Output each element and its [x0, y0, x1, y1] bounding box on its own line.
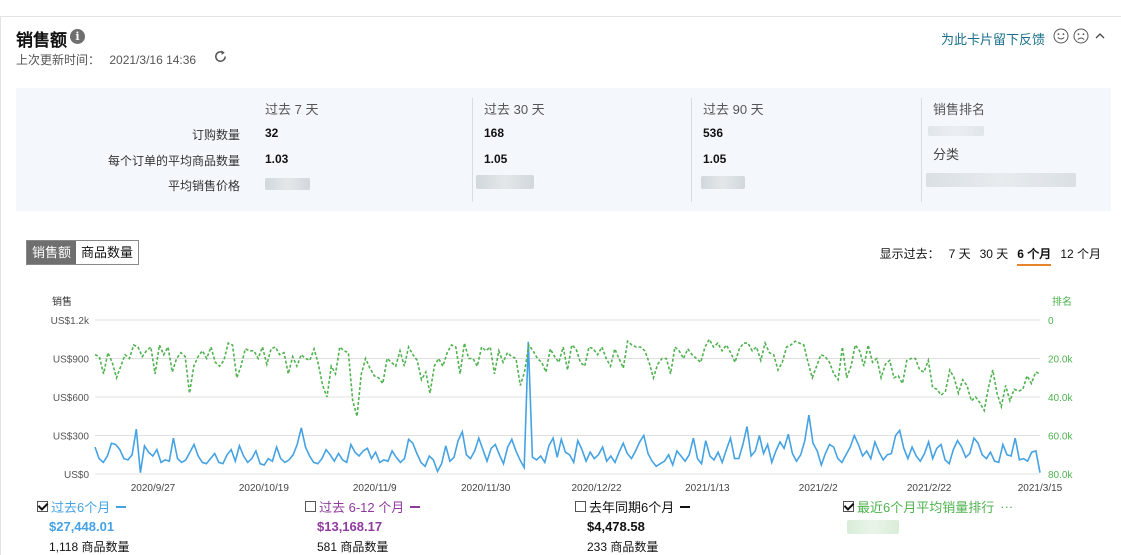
divider [691, 98, 692, 202]
row-label-orders: 订购数量 [191, 128, 240, 142]
smile-icon[interactable] [1053, 28, 1069, 44]
x-tick-label: 2021/1/13 [685, 483, 730, 494]
card-frame [0, 16, 1121, 555]
legend-swatch: ··· [1000, 499, 1014, 514]
blurred-rank-value [847, 520, 899, 534]
legend-count: 581 商品数量 [317, 540, 389, 554]
divider [472, 98, 473, 202]
legend-amount: $4,478.58 [587, 519, 645, 534]
legend-swatch [410, 505, 421, 508]
avg-items-7d: 1.03 [265, 152, 289, 166]
blurred-price-90d [701, 176, 745, 189]
x-tick-label: 2021/2/22 [907, 483, 952, 494]
y-tick-label: US$0 [64, 470, 89, 481]
refresh-icon[interactable] [213, 49, 228, 64]
col-head-rank: 销售排名 [933, 102, 986, 117]
y2-axis-title: 排名 [1052, 295, 1072, 308]
legend-label: 去年同期6个月 [589, 500, 675, 515]
series-line-sales [94, 341, 1041, 474]
legend-item-rank: 最近6个月平均销量排行 ··· [843, 497, 1014, 534]
tab-sales[interactable]: 销售额 [27, 241, 77, 264]
feedback-link[interactable]: 为此卡片留下反馈 [940, 32, 1045, 47]
x-tick-label: 2020/11/30 [461, 483, 511, 494]
sales-chart: US$1.2k 0 US$900 20.0k US$600 40.0k US$300 60.0… [51, 295, 1074, 494]
x-tick-label: 2021/3/15 [1018, 483, 1063, 494]
legend-swatch [116, 505, 127, 508]
series-line-rank [94, 337, 1041, 417]
range-6m[interactable]: 6 个月 [1017, 245, 1052, 266]
tab-units[interactable]: 商品数量 [81, 245, 134, 260]
range-selector: 显示过去： 7 天 30 天 6 个月 12 个月 [880, 245, 1101, 266]
checkbox[interactable] [575, 501, 586, 512]
x-tick-label: 2020/12/22 [571, 483, 621, 494]
orders-30d: 168 [484, 126, 505, 140]
y2-tick-label: 60.0k [1048, 432, 1073, 443]
legend-swatch [680, 505, 691, 508]
x-tick-label: 2020/10/19 [239, 483, 289, 494]
legend-amount: $27,448.01 [49, 519, 115, 534]
legend-item-last-year: 去年同期6个月 $4,478.58 233 商品数量 [575, 497, 691, 555]
legend-item-prev: 过去 6-12 个月 $13,168.17 581 商品数量 [305, 497, 421, 555]
avg-items-90d: 1.05 [703, 152, 727, 166]
y-tick-label: US$1.2k [51, 316, 90, 327]
col-head-7d: 过去 7 天 [265, 102, 319, 117]
blurred-price-7d [265, 178, 310, 190]
metric-tabs: 销售额 商品数量 [26, 240, 140, 265]
avg-items-30d: 1.05 [484, 152, 508, 166]
row-label-avg-items: 每个订单的平均商品数量 [107, 154, 240, 168]
chevron-up-icon[interactable] [1094, 30, 1106, 42]
row-label-avg-price: 平均销售价格 [167, 179, 240, 193]
info-icon[interactable]: i [70, 29, 85, 44]
y-axis-title: 销售 [52, 295, 72, 308]
blurred-price-30d [476, 175, 534, 189]
checkbox[interactable] [37, 501, 48, 512]
y2-tick-label: 20.0k [1048, 355, 1073, 366]
range-7d[interactable]: 7 天 [948, 247, 971, 261]
x-tick-label: 2021/2/2 [799, 483, 838, 494]
y2-tick-label: 40.0k [1048, 393, 1073, 404]
last-updated-label: 上次更新时间： [16, 53, 101, 67]
legend-label: 过去 6-12 个月 [319, 500, 405, 515]
x-tick-label: 2020/9/27 [131, 483, 176, 494]
range-label: 显示过去： [879, 247, 940, 261]
col-head-90d: 过去 90 天 [703, 102, 764, 117]
y2-tick-label: 80.0k [1048, 470, 1073, 481]
legend-count: 233 商品数量 [587, 540, 659, 554]
legend-count: 1,118 商品数量 [49, 540, 130, 554]
col-head-30d: 过去 30 天 [484, 102, 545, 117]
card-title: 销售额 [16, 31, 67, 50]
checkbox[interactable] [843, 501, 854, 512]
last-updated: 上次更新时间： 2021/3/16 14:36 [16, 51, 196, 68]
y-tick-label: US$900 [53, 355, 90, 366]
legend-item-sales: 过去6个月 $27,448.01 1,118 商品数量 [37, 497, 129, 555]
y-tick-label: US$300 [53, 432, 90, 443]
summary-panel: 过去 7 天 过去 30 天 过去 90 天 销售排名 订购数量 每个订单的平均… [16, 88, 1111, 211]
legend-amount: $13,168.17 [317, 519, 383, 534]
frown-icon[interactable] [1073, 28, 1089, 44]
y2-tick-label: 0 [1048, 316, 1054, 327]
y-tick-label: US$600 [53, 393, 90, 404]
last-updated-value: 2021/3/16 14:36 [109, 53, 197, 67]
range-30d[interactable]: 30 天 [979, 247, 1009, 261]
range-12m[interactable]: 12 个月 [1060, 247, 1101, 261]
legend-label: 过去6个月 [51, 500, 111, 515]
orders-7d: 32 [265, 126, 279, 140]
divider [921, 98, 922, 202]
x-tick-label: 2020/11/9 [353, 483, 397, 494]
blurred-category [926, 173, 1076, 187]
blurred-rank [928, 126, 984, 136]
legend-label: 最近6个月平均销量排行 [857, 500, 995, 515]
checkbox[interactable] [305, 501, 316, 512]
category-label: 分类 [933, 147, 960, 162]
orders-90d: 536 [703, 126, 724, 140]
